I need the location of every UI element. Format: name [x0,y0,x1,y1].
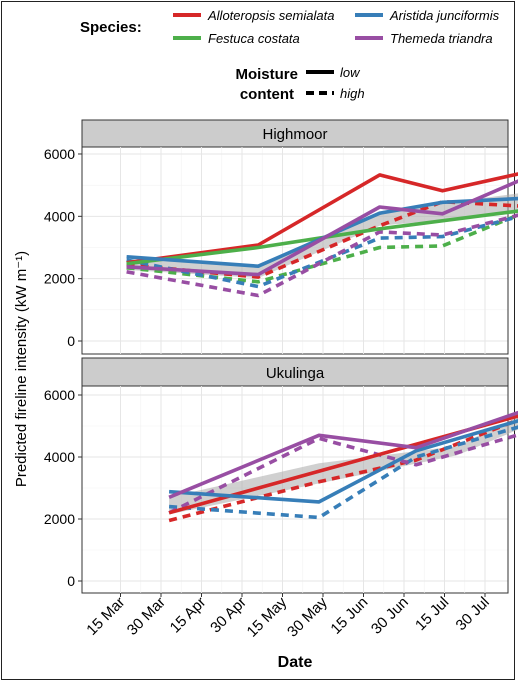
legend-label-low: low [340,65,361,80]
legend-label-festuca: Festuca costata [208,31,300,46]
y-axis-ukulinga: 0 2000 4000 6000 [44,387,82,589]
x-tick-label: 30 May [284,593,331,640]
panel-strip-ukulinga [81,357,509,387]
series-line-themeda-triandra-low-ukulinga [168,410,518,499]
y-tick-label-highmoor: 4000 [44,208,75,224]
x-tick-label: 15 Jul [412,594,452,634]
legend-moisture-title-2: content [240,86,294,103]
x-tick-label: 15 Mar [83,594,128,639]
y-tick-label-ukulinga: 0 [67,573,75,589]
x-tick-label: 30 Jun [368,594,412,638]
x-tick-label: 15 Jun [327,594,371,638]
y-tick-label-ukulinga: 6000 [44,387,75,403]
series-line-alloteropsis-semialata-low-highmoor [126,172,518,265]
legend-entry-aristida: Aristida junciformis [355,8,500,23]
legend-label-alloteropsis: Alloteropsis semialata [207,8,334,23]
legend-entry-festuca: Festuca costata [173,31,300,46]
y-tick-label-highmoor: 0 [67,333,75,349]
x-tick-label: 30 Mar [124,594,169,639]
x-tick-label: 15 May [244,593,291,640]
legend: Species: Alloteropsis semialata Aristida… [80,8,500,103]
legend-entry-themeda: Themeda triandra [355,31,493,46]
panel-title-ukulinga: Ukulinga [266,365,325,382]
series-lines-ukulinga [168,410,518,523]
y-axis-highmoor: 0 2000 4000 6000 [44,146,82,349]
x-axis-title: Date [278,654,313,671]
y-tick-label-highmoor: 2000 [44,271,75,287]
legend-label-aristida: Aristida junciformis [389,8,500,23]
series-line-themeda-triandra-low-highmoor [126,179,518,277]
panel-highmoor: Highmoor 0 2000 4000 6000 [44,119,518,355]
y-tick-label-highmoor: 6000 [44,146,75,162]
series-line-aristida-junciformis-high-highmoor [126,214,518,289]
y-tick-label-ukulinga: 4000 [44,449,75,465]
legend-species-title: Species: [80,19,142,36]
series-line-aristida-junciformis-low-ukulinga [168,419,518,504]
x-tick-label: 30 Jul [453,594,493,634]
series-line-themeda-triandra-high-ukulinga [168,433,518,515]
legend-label-themeda: Themeda triandra [390,31,493,46]
y-axis-title: Predicted fireline intensity (kW m⁻¹) [13,251,30,487]
legend-entry-alloteropsis: Alloteropsis semialata [173,8,334,23]
panel-ukulinga: Ukulinga 0 2000 4000 6000 [44,357,518,594]
x-tick-label: 30 Apr [207,594,250,637]
y-tick-label-ukulinga: 2000 [44,511,75,527]
legend-moisture-title-1: Moisture [235,66,298,83]
legend-label-high: high [340,86,365,101]
series-line-themeda-triandra-high-highmoor [126,213,518,298]
series-line-aristida-junciformis-high-ukulinga [168,425,518,520]
series-lines-highmoor [126,172,518,298]
x-tick-label: 15 Apr [167,594,210,637]
panel-title-highmoor: Highmoor [262,126,327,143]
confidence-band-highmoor [126,193,518,278]
series-line-alloteropsis-semialata-high-ukulinga [168,417,518,523]
